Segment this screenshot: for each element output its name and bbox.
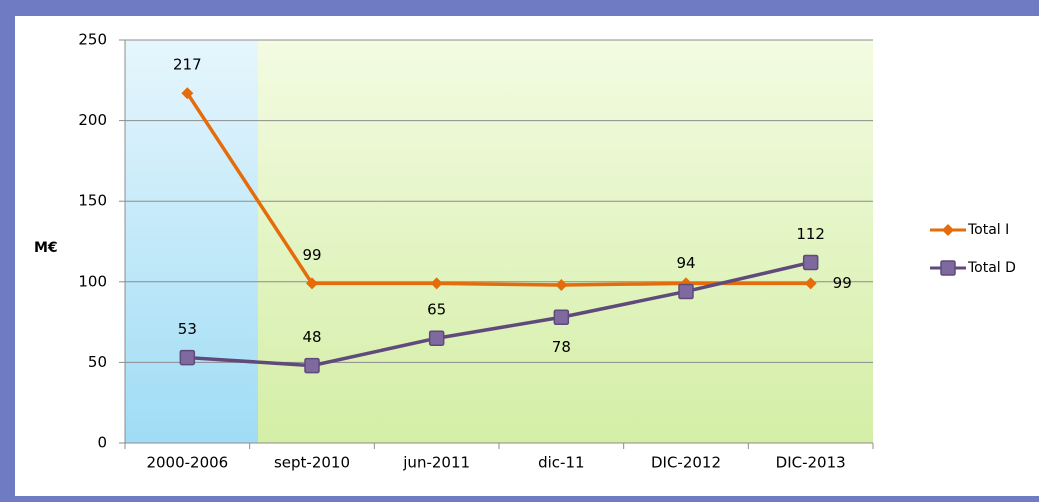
y-tick-label: 250: [78, 31, 107, 49]
data-label: 65: [427, 301, 446, 319]
data-label: 48: [302, 328, 321, 346]
x-tick-label: DIC-2013: [776, 454, 846, 472]
series-line: [187, 260, 812, 368]
data-point: [181, 87, 194, 100]
legend-label: Total I: [967, 222, 1009, 238]
data-point: [304, 357, 320, 374]
period-shade: [258, 40, 873, 443]
data-point: [802, 254, 819, 271]
x-tick-label: sept-2010: [274, 454, 350, 472]
data-point: [804, 277, 817, 290]
data-point: [678, 283, 694, 300]
y-axis-label: M€: [34, 240, 58, 256]
data-label: 78: [552, 338, 571, 356]
y-tick-label: 0: [97, 434, 107, 452]
data-point: [306, 277, 318, 290]
x-tick-label: 2000-2006: [146, 454, 228, 472]
data-point: [430, 277, 443, 290]
x-tick-label: dic-11: [538, 454, 584, 472]
series-line: [185, 92, 811, 287]
data-label: 94: [676, 254, 695, 272]
y-tick-label: 50: [88, 353, 107, 371]
data-label: 99: [833, 274, 852, 292]
data-label: 99: [302, 246, 321, 264]
legend-label: Total D: [967, 260, 1016, 276]
data-point: [555, 279, 568, 292]
data-point: [428, 330, 445, 346]
x-tick-label: DIC-2012: [651, 454, 721, 472]
legend-marker: [942, 224, 954, 236]
data-point: [179, 349, 196, 366]
data-label: 112: [796, 225, 825, 243]
period-shade: [125, 40, 258, 443]
data-point: [553, 309, 570, 326]
data-label: 217: [173, 56, 202, 74]
y-tick-label: 200: [78, 111, 107, 129]
y-tick-label: 150: [78, 192, 107, 210]
x-tick-label: jun-2011: [402, 454, 470, 472]
y-tick-label: 100: [78, 272, 107, 290]
legend-marker: [940, 260, 956, 276]
data-label: 53: [178, 320, 197, 338]
